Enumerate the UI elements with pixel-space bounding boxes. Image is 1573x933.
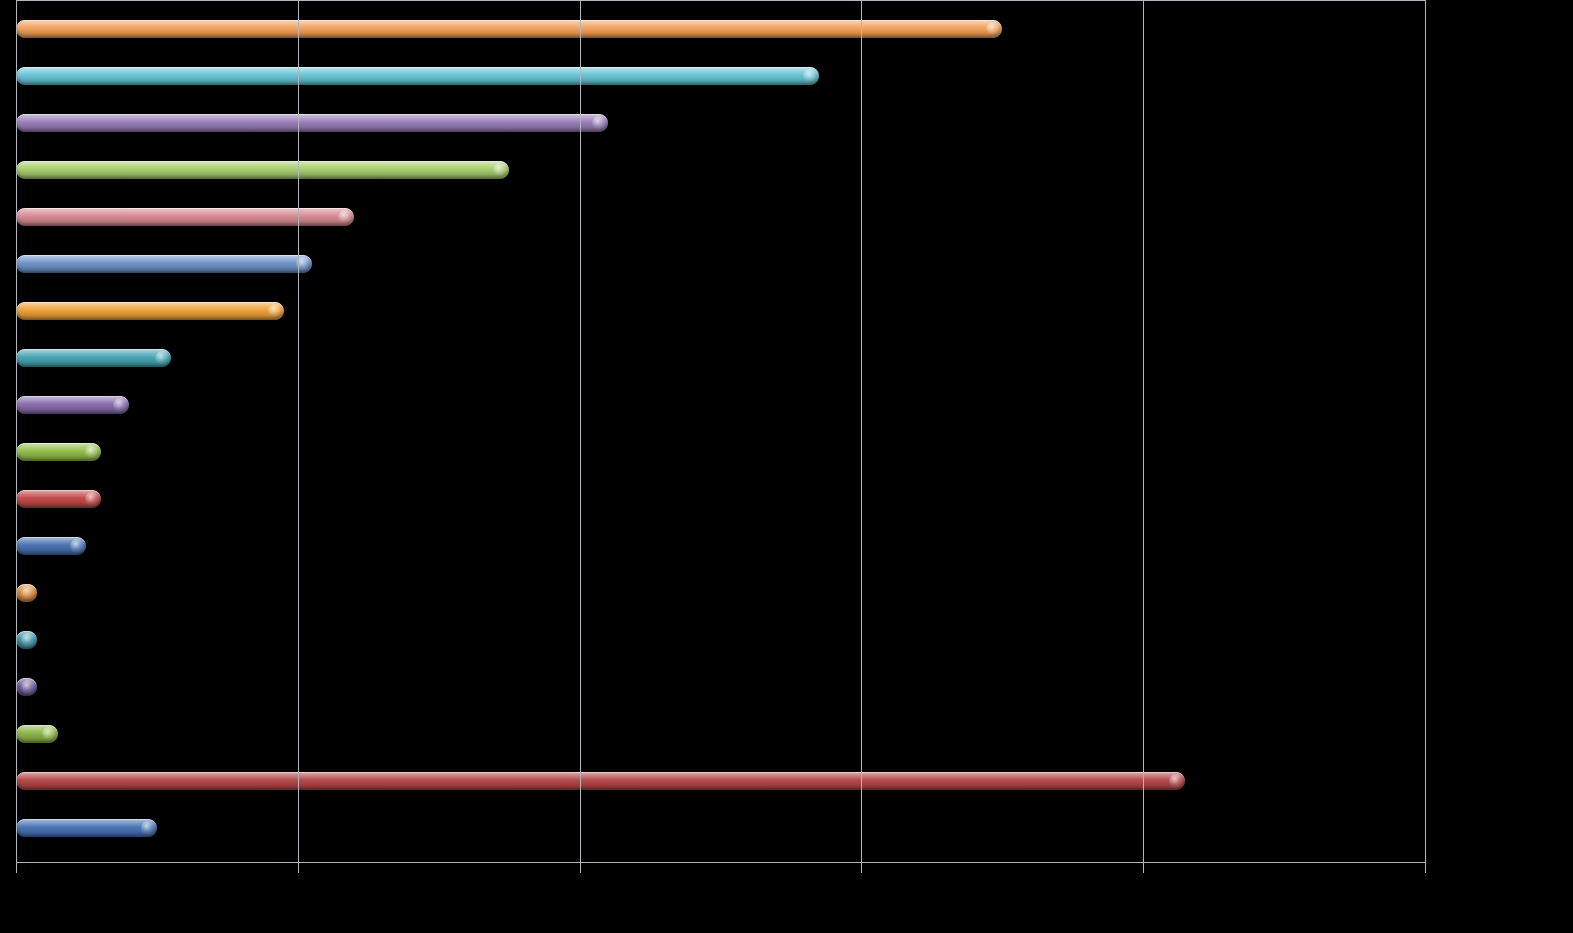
x-tick <box>580 863 581 873</box>
gridline <box>16 0 17 863</box>
gridline <box>298 0 299 863</box>
bar <box>16 67 819 85</box>
bar-slot <box>16 490 1425 508</box>
bar-slot <box>16 819 1425 837</box>
bar <box>16 349 171 367</box>
bar <box>16 490 101 508</box>
bar-slot <box>16 725 1425 743</box>
bar <box>16 20 1002 38</box>
gridline <box>861 0 862 863</box>
bar-slot <box>16 631 1425 649</box>
plot-area <box>16 0 1425 863</box>
bar <box>16 819 157 837</box>
bar-slot <box>16 67 1425 85</box>
bar <box>16 302 284 320</box>
bar <box>16 443 101 461</box>
bar <box>16 584 37 602</box>
bar <box>16 631 37 649</box>
gridline <box>580 0 581 863</box>
bar-slot <box>16 20 1425 38</box>
plot-frame-bottom <box>16 862 1425 863</box>
bars-container <box>16 20 1425 837</box>
horizontal-bar-chart <box>0 0 1573 933</box>
bar <box>16 114 608 132</box>
bar-slot <box>16 772 1425 790</box>
x-tick <box>1425 863 1426 873</box>
bar <box>16 537 86 555</box>
bar-slot <box>16 537 1425 555</box>
bar <box>16 208 354 226</box>
bar-slot <box>16 396 1425 414</box>
gridline <box>1143 0 1144 863</box>
gridline <box>1425 0 1426 863</box>
x-tick <box>1143 863 1144 873</box>
x-tick <box>16 863 17 873</box>
bar <box>16 396 129 414</box>
x-tick <box>861 863 862 873</box>
plot-frame-top <box>16 0 1425 1</box>
bar-slot <box>16 302 1425 320</box>
bar-slot <box>16 584 1425 602</box>
bar-slot <box>16 443 1425 461</box>
bar <box>16 255 312 273</box>
bar-slot <box>16 208 1425 226</box>
x-tick <box>298 863 299 873</box>
bar <box>16 772 1185 790</box>
bar <box>16 678 37 696</box>
bar-slot <box>16 255 1425 273</box>
bar-slot <box>16 349 1425 367</box>
bar <box>16 725 58 743</box>
bar-slot <box>16 678 1425 696</box>
bar-slot <box>16 114 1425 132</box>
bar <box>16 161 509 179</box>
bar-slot <box>16 161 1425 179</box>
